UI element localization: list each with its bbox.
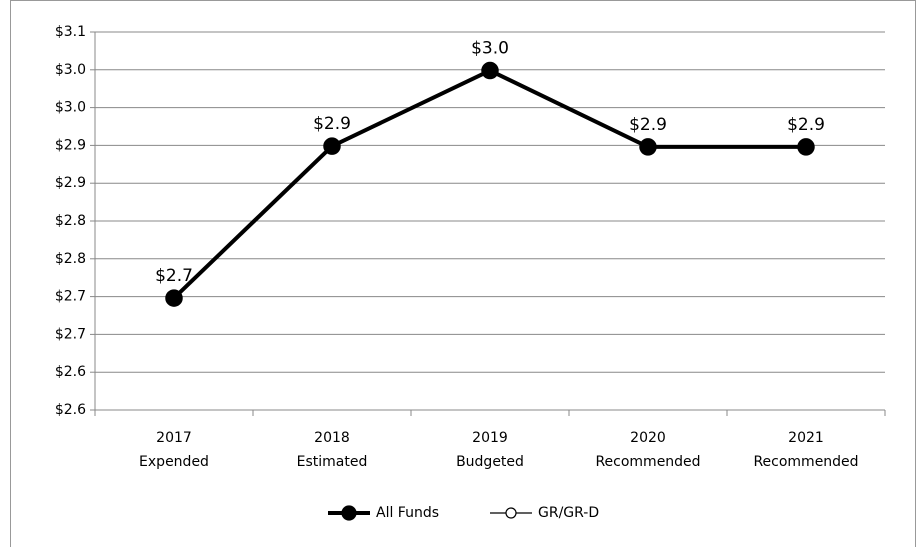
y-tick-label: $3.0: [55, 100, 86, 116]
data-label: $2.9: [629, 115, 667, 135]
y-tick-label: $2.8: [55, 251, 86, 267]
y-tick-label: $2.6: [55, 402, 86, 418]
y-tick-label: $2.9: [55, 175, 86, 191]
x-tick-label: 2017 Expended: [139, 430, 209, 470]
y-tick-label: $2.7: [55, 326, 86, 342]
point: [481, 61, 499, 80]
legend-marker: [505, 507, 517, 519]
y-tick-label: $2.8: [55, 213, 86, 229]
y-tick-label: $3.1: [55, 24, 86, 40]
legend-marker: [341, 505, 357, 521]
data-label: $2.7: [155, 266, 193, 286]
data-label: $2.9: [787, 115, 825, 135]
point: [639, 138, 657, 156]
data-label: $2.9: [313, 114, 351, 134]
chart-border: [10, 0, 916, 547]
legend-label: All Funds: [376, 505, 439, 521]
y-tick-label: $2.9: [55, 137, 86, 153]
y-tick-label: $3.0: [55, 62, 86, 78]
y-tick-label: $2.7: [55, 289, 86, 305]
legend-label: GR/GR-D: [538, 505, 599, 521]
point: [323, 137, 341, 155]
x-tick-label: 2019 Budgeted: [456, 430, 524, 470]
y-tick-label: $2.6: [55, 364, 86, 380]
point: [165, 289, 183, 307]
data-label: $3.0: [471, 39, 509, 59]
x-tick-label: 2021 Recommended: [753, 430, 858, 470]
x-tick-label: 2020 Recommended: [595, 430, 700, 470]
point: [797, 138, 815, 156]
x-tick-label: 2018 Estimated: [297, 430, 368, 470]
